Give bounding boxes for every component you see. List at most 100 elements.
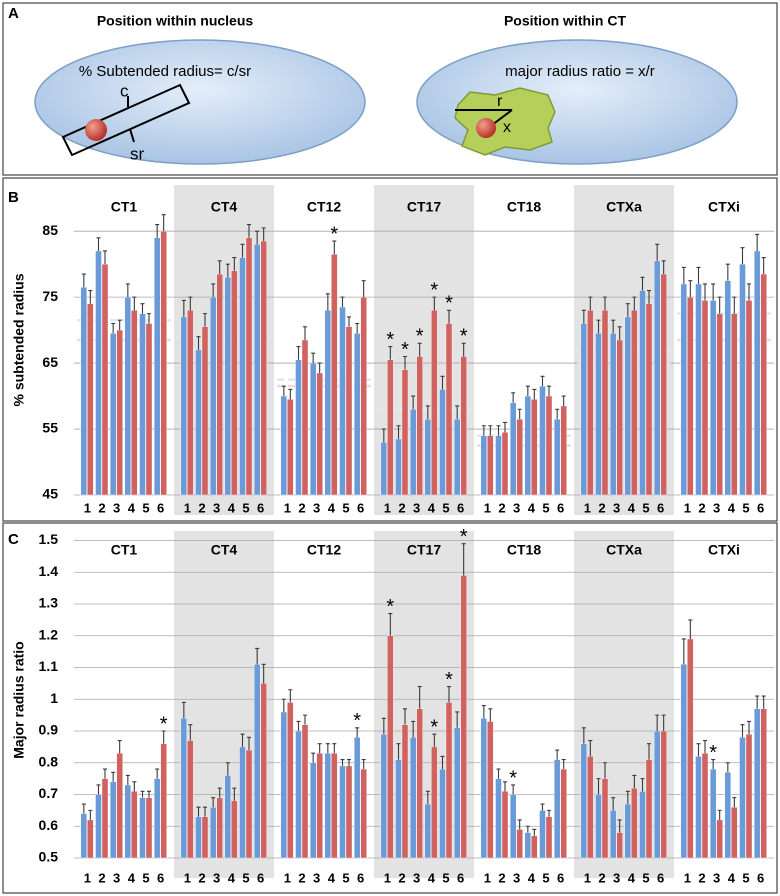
x-tick-label: 5 bbox=[242, 500, 249, 515]
bar bbox=[695, 283, 702, 496]
bar bbox=[439, 389, 446, 496]
error-bar bbox=[532, 828, 537, 836]
error-bar bbox=[111, 771, 116, 782]
bar bbox=[409, 737, 417, 859]
error-bar bbox=[688, 280, 693, 298]
bar bbox=[339, 765, 346, 859]
error-bar bbox=[255, 647, 260, 665]
bar bbox=[624, 316, 632, 496]
bar bbox=[80, 287, 88, 496]
error-bar bbox=[240, 243, 245, 258]
panel-b-box bbox=[2, 177, 778, 522]
bar bbox=[387, 635, 394, 859]
bar bbox=[401, 369, 409, 496]
bar bbox=[201, 816, 209, 859]
bar bbox=[160, 230, 167, 496]
error-bar bbox=[455, 405, 460, 420]
error-bar bbox=[647, 743, 651, 760]
x-tick-label: 5 bbox=[342, 500, 349, 515]
bar bbox=[680, 664, 688, 859]
bar bbox=[187, 740, 194, 859]
error-bar bbox=[561, 759, 566, 770]
bar bbox=[539, 810, 546, 859]
x-tick-label: 6 bbox=[557, 870, 564, 885]
error-bar bbox=[755, 695, 760, 709]
bar bbox=[739, 263, 746, 496]
error-bar bbox=[611, 319, 616, 334]
error-bar bbox=[581, 309, 586, 324]
error-bar bbox=[261, 663, 266, 684]
diagram-title: Position within nucleus bbox=[97, 13, 254, 29]
bar bbox=[431, 310, 438, 496]
error-bar bbox=[155, 224, 160, 238]
x-tick-label: 5 bbox=[542, 500, 549, 515]
error-bar bbox=[281, 385, 286, 397]
subplot-title: CTXi bbox=[708, 542, 740, 558]
label-c: c bbox=[120, 81, 129, 100]
x-tick-label: 6 bbox=[457, 500, 464, 515]
bar bbox=[316, 372, 323, 496]
error-bar bbox=[511, 784, 516, 795]
bar bbox=[631, 787, 638, 859]
bar bbox=[395, 438, 402, 496]
bar bbox=[445, 702, 453, 859]
x-tick-label: 4 bbox=[728, 870, 736, 885]
y-tick-label: 1.4 bbox=[39, 563, 59, 579]
bar bbox=[609, 810, 617, 859]
error-bar bbox=[325, 293, 330, 311]
y-tick-label: 85 bbox=[42, 222, 58, 238]
error-bar bbox=[711, 759, 716, 770]
bar bbox=[531, 399, 538, 496]
error-bar bbox=[425, 405, 430, 420]
bar bbox=[516, 418, 523, 496]
error-bar bbox=[732, 797, 737, 808]
bar bbox=[487, 435, 494, 496]
x-tick-label: 4 bbox=[428, 870, 436, 885]
bar bbox=[745, 300, 753, 496]
bar bbox=[631, 310, 638, 496]
bar bbox=[624, 803, 632, 859]
error-bar bbox=[332, 240, 337, 255]
bar bbox=[287, 399, 294, 496]
x-tick-label: 3 bbox=[513, 870, 520, 885]
error-bar bbox=[411, 395, 416, 410]
bar bbox=[360, 296, 367, 496]
error-bar bbox=[132, 781, 137, 792]
y-tick-label: 55 bbox=[42, 420, 58, 436]
error-bar bbox=[432, 733, 437, 747]
x-tick-label: 2 bbox=[298, 500, 305, 515]
error-bar bbox=[147, 313, 151, 324]
error-bar bbox=[255, 230, 260, 245]
y-tick-label: 0.8 bbox=[39, 753, 59, 769]
bar bbox=[180, 316, 188, 496]
significance-mark: * bbox=[430, 279, 438, 301]
significance-mark: * bbox=[353, 710, 361, 732]
bar bbox=[701, 753, 709, 859]
x-tick-label: 3 bbox=[413, 500, 420, 515]
bar bbox=[709, 300, 717, 496]
bar bbox=[387, 359, 394, 496]
x-tick-label: 6 bbox=[357, 500, 364, 515]
bar bbox=[87, 819, 94, 859]
bar bbox=[480, 718, 488, 859]
error-bar bbox=[611, 797, 616, 811]
x-tick-label: 3 bbox=[513, 500, 520, 515]
bar bbox=[224, 775, 232, 859]
label-sr: sr bbox=[130, 144, 145, 163]
error-bar bbox=[617, 819, 622, 833]
y-axis-label: Major radius ratio bbox=[11, 641, 27, 758]
x-tick-label: 2 bbox=[598, 870, 605, 885]
x-tick-label: 1 bbox=[184, 500, 191, 515]
x-tick-label: 1 bbox=[184, 870, 191, 885]
error-bar bbox=[703, 283, 707, 301]
x-tick-label: 2 bbox=[398, 500, 405, 515]
error-bar bbox=[225, 263, 230, 278]
significance-mark: * bbox=[509, 767, 517, 789]
bar bbox=[616, 339, 623, 496]
x-tick-label: 6 bbox=[157, 870, 164, 885]
x-tick-label: 6 bbox=[757, 870, 764, 885]
error-bar bbox=[396, 425, 401, 439]
diagram-title: Position within CT bbox=[504, 13, 627, 29]
bar bbox=[260, 240, 267, 496]
significance-mark: * bbox=[386, 329, 394, 351]
